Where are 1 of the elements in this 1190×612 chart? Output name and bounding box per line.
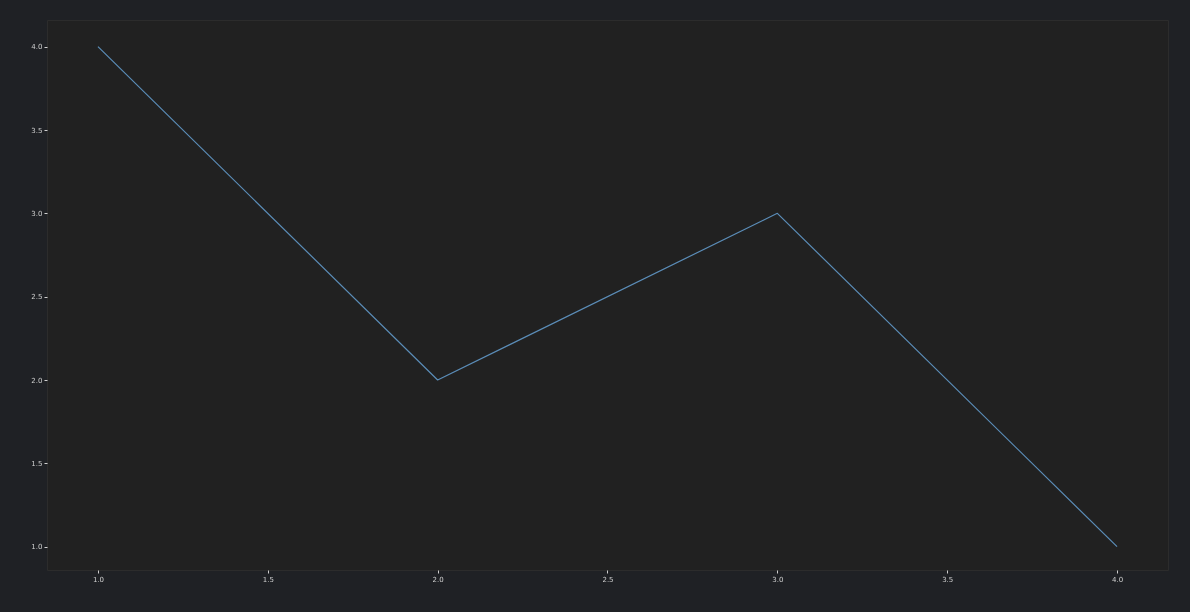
line-series xyxy=(97,46,1118,548)
